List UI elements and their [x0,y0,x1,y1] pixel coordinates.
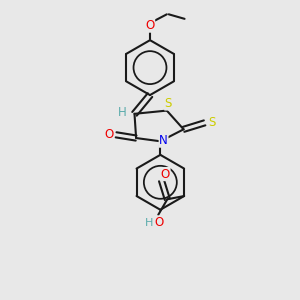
Text: O: O [154,216,164,229]
Text: O: O [161,168,170,181]
Text: H: H [118,106,127,119]
Text: H: H [145,218,153,227]
Text: O: O [146,19,154,32]
Text: S: S [208,116,215,129]
Text: S: S [165,97,172,110]
Text: N: N [159,134,168,147]
Text: O: O [104,128,114,141]
